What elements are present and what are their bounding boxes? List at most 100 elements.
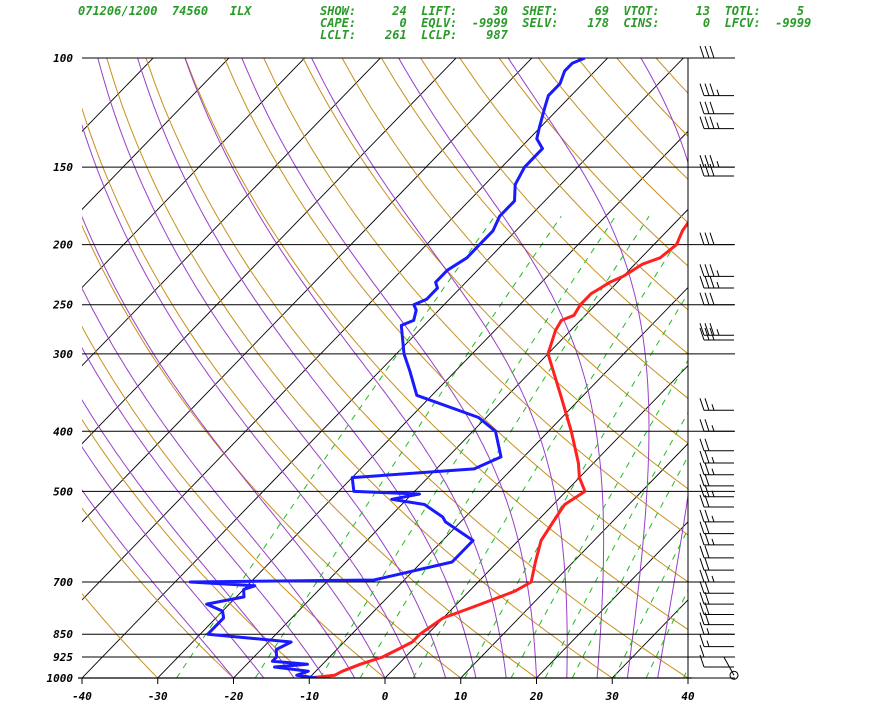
wind-barb (699, 622, 734, 635)
wind-barb-full (704, 532, 710, 546)
wind-barb-full (704, 232, 710, 245)
wind-barb-full (699, 494, 705, 508)
wind-barb (699, 275, 734, 289)
wind-barb-full (704, 521, 710, 534)
temperature-tick-labels: -40 -30 -20 -10 0 10 20 30 40 (72, 58, 695, 703)
wind-barb (699, 327, 734, 341)
mixing-ratio-line (359, 216, 650, 678)
wind-barb (699, 545, 734, 559)
pressure-tick-label: 1000 (47, 672, 74, 685)
wind-barb (699, 558, 734, 571)
wind-barb-full (704, 484, 710, 497)
mixing-ratio-line (613, 528, 688, 678)
wind-barb-full (699, 163, 705, 177)
wind-barb-full (709, 163, 715, 177)
wind-barb-full (704, 581, 710, 594)
wind-barb-full (699, 532, 705, 546)
wind-barb (699, 292, 734, 306)
wind-barb (699, 155, 734, 168)
wind-barb-full (709, 327, 715, 341)
wind-barb-full (699, 275, 705, 289)
wind-barb-full (704, 569, 710, 583)
wind-barb-half (716, 329, 720, 336)
wind-barb-full (709, 116, 715, 129)
wind-barb-half (711, 456, 715, 464)
wind-barb (699, 612, 734, 626)
pressure-tick-label: 300 (52, 348, 73, 361)
wind-barb (699, 581, 734, 594)
wind-barb-half (716, 89, 720, 96)
wind-barb (699, 419, 734, 432)
wind-barb (699, 473, 734, 487)
wind-barb (699, 484, 734, 498)
temperature-tick-label: -30 (148, 690, 168, 703)
wind-barb-full (704, 494, 710, 508)
wind-barb-full (699, 116, 705, 129)
wind-barb (699, 450, 734, 464)
wind-barb-full (699, 45, 705, 59)
wind-barbs (699, 45, 739, 680)
wind-barb-full (699, 581, 705, 594)
wind-barb-full (699, 292, 705, 305)
mixing-ratio-line (254, 216, 562, 678)
wind-barb-full (699, 612, 705, 625)
wind-barb-half (711, 575, 715, 583)
wind-barb (699, 494, 734, 508)
wind-barb-full (704, 163, 710, 177)
wind-barb-full (699, 521, 705, 534)
wind-barb-full (699, 462, 705, 475)
wind-barb (699, 509, 734, 523)
temperature-tick-label: 40 (681, 690, 695, 703)
isotherm-line (308, 286, 688, 678)
wind-barb (699, 323, 734, 336)
wind-barb-full (699, 591, 705, 605)
wind-barb (699, 644, 734, 658)
wind-barb-full (699, 438, 705, 451)
wind-barb-half (706, 640, 710, 647)
wind-barb (699, 591, 734, 605)
wind-barb-full (699, 83, 705, 96)
wind-barb-half (716, 122, 720, 129)
wind-barb-full (699, 558, 705, 571)
wind-barb-full (704, 101, 710, 114)
wind-barb-full (709, 155, 715, 168)
isotherm-line (82, 58, 609, 601)
sounding-profiles (188, 58, 688, 678)
temperature-tick-label: -10 (299, 690, 319, 703)
isotherm-line (157, 130, 688, 678)
wind-barb (699, 462, 734, 476)
wind-barb-full (699, 634, 705, 647)
wind-barb-full (704, 45, 710, 59)
wind-barb (699, 232, 734, 246)
wind-barb-staff (723, 657, 735, 676)
wind-barb-half (711, 515, 715, 523)
wind-barb (699, 438, 734, 452)
wind-barb-full (704, 155, 710, 168)
station-line: 071206/1200 74560 ILX (78, 4, 252, 18)
temperature-tick-label: 10 (454, 690, 468, 703)
indices-row-1: SHOW: 24 LIFT: 30 SHET: 69 VTOT: 13 TOTL… (320, 4, 804, 18)
wind-barb-full (704, 398, 710, 411)
wind-barb-full (704, 323, 710, 336)
calm-wind-circle (729, 670, 739, 680)
isotherm-line (232, 208, 688, 678)
wind-barb-full (699, 644, 705, 658)
pressure-tick-labels: 100 150 200 250 300 400 500 700 850 925 1000 (47, 52, 74, 685)
wind-barb-full (699, 622, 705, 635)
pressure-tick-label: 100 (53, 52, 73, 65)
wind-barb-full (699, 323, 705, 336)
mixing-ratio-line (176, 216, 496, 678)
wind-barb-half (711, 404, 715, 411)
wind-barb-full (704, 419, 710, 432)
wind-barb-half (716, 161, 720, 168)
wind-barb (699, 83, 734, 97)
wind-barb-full (699, 602, 705, 615)
wind-barb (699, 398, 734, 411)
wind-barb-full (709, 83, 715, 96)
wind-barb-full (709, 292, 715, 305)
wind-barb (699, 569, 734, 583)
wind-barb-full (704, 264, 710, 277)
wind-barb-full (704, 327, 710, 341)
pressure-tick-label: 700 (53, 576, 73, 589)
